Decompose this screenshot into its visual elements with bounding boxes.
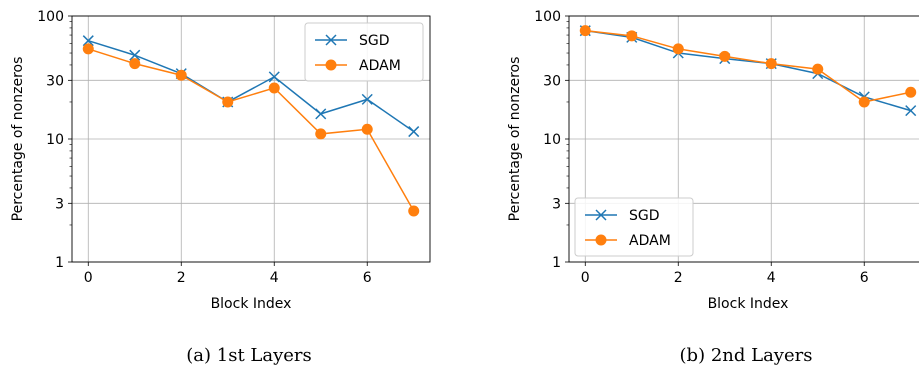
chart0-point-adam [175,69,187,81]
chart1-point-adam [812,63,824,75]
chart1-xtick-label: 0 [581,270,590,286]
chart0-ytick-label: 1 [55,255,64,271]
chart0-legend: SGD ADAM [304,22,424,82]
chart0-frame [71,15,431,263]
chart0-series-adam-line [88,48,415,212]
chart0-point-adam [361,123,373,135]
chart0-xlabel: Block Index [211,296,292,312]
chart0-point-adam [129,58,141,70]
chart1-ytick-label: 10 [543,132,561,148]
chart0-point-sgd [315,108,327,120]
chart0-legend-item-sgd: SGD [315,33,390,49]
chart0-point-sgd [129,49,141,61]
chart1-xtick-label: 4 [767,270,776,286]
chart0-caption: (a) 1st Layers [186,345,312,366]
chart0-xtick-label: 4 [270,270,279,286]
chart1-point-adam [858,96,870,108]
chart0-point-sgd [361,93,373,105]
chart0-ytick-label: 100 [37,9,64,25]
chart1-xlabel: Block Index [708,296,789,312]
chart-a: 0 2 4 6 1 3 10 30 100 Block Index Percentage of no… [10,9,431,366]
chart1-xtick-label: 2 [674,270,683,286]
chart0-ylabel: Percentage of nonzeros [10,57,26,222]
chart0-legend-label-adam: ADAM [359,58,401,74]
chart0-xtick-label: 2 [177,270,186,286]
chart1-point-adam [626,30,638,42]
chart1-point-sgd [905,105,917,117]
chart1-xtick-label: 6 [860,270,869,286]
chart0-point-adam [268,82,280,94]
chart0-series-sgd-line [88,39,415,133]
chart1-point-adam [579,25,591,37]
chart0-ytick-label: 10 [46,132,64,148]
chart1-legend-item-sgd: SGD [585,208,660,224]
chart1-ytick-label: 1 [552,255,561,271]
chart1-ytick-label: 30 [543,73,561,89]
chart1-legend: SGD ADAM [574,197,694,257]
chart1-point-adam [905,86,917,98]
chart1-point-adam [765,58,777,70]
chart0-point-sgd [82,35,94,47]
chart1-series-sgd-line [585,29,911,112]
chart0-ytick-label: 3 [55,196,64,212]
chart1-series-adam-line [585,29,911,103]
chart1-ytick-label: 3 [552,196,561,212]
figure-b: 0 2 4 6 1 3 10 30 100 Block Index Percentage of no… [497,0,919,371]
chart1-point-adam [672,43,684,55]
chart1-legend-label-sgd: SGD [629,208,660,224]
chart1-legend-item-adam: ADAM [585,233,671,249]
chart0-point-sgd [408,126,420,138]
chart0-point-sgd [268,71,280,83]
chart1-ylabel: Percentage of nonzeros [507,57,523,222]
chart1-caption: (b) 2nd Layers [680,345,813,366]
chart0-point-adam [315,128,327,140]
chart0-xtick-label: 0 [84,270,93,286]
chart0-xtick-label: 6 [363,270,372,286]
chart0-point-adam [222,96,234,108]
chart1-point-adam [719,50,731,62]
chart0-legend-label-sgd: SGD [359,33,390,49]
chart0-point-adam [82,43,94,55]
chart-b: 0 2 4 6 1 3 10 30 100 Block Index Percentage of no… [507,9,919,366]
chart1-ytick-label: 100 [534,9,561,25]
chart0-legend-item-adam: ADAM [315,58,401,74]
chart0-ytick-label: 30 [46,73,64,89]
chart1-frame [568,15,919,263]
chart1-legend-label-adam: ADAM [629,233,671,249]
figure-a: 0 2 4 6 1 3 10 30 100 Block Index Percentage of no… [10,9,431,366]
chart0-point-adam [408,205,420,217]
